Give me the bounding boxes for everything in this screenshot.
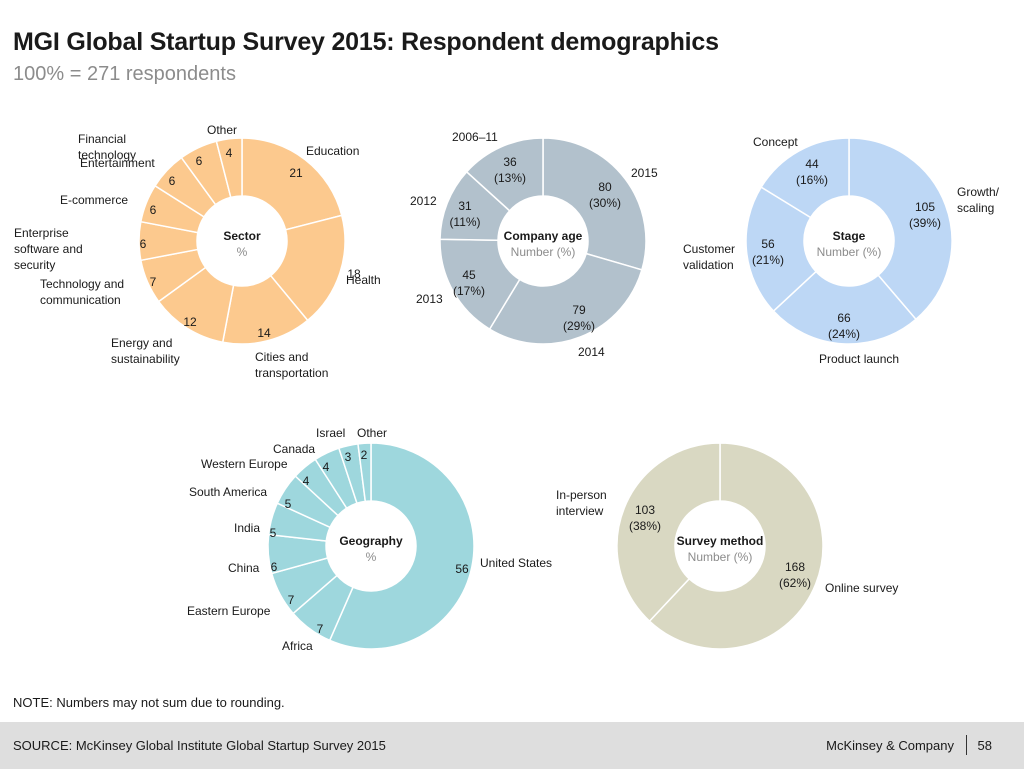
slice-other xyxy=(357,442,372,503)
chart-subtitle: % xyxy=(366,550,377,564)
footer-bar: SOURCE: McKinsey Global Institute Global… xyxy=(0,722,1024,769)
slice-label: Energy and sustainability xyxy=(111,336,180,366)
rounding-note: NOTE: Numbers may not sum due to roundin… xyxy=(13,695,285,710)
slice-value: 56 (21%) xyxy=(752,237,784,267)
slice-value: 14 xyxy=(257,326,271,340)
slice-value: 105 (39%) xyxy=(909,200,941,230)
donut-sector: Sector% 21 18 14 12 7 6 6 6 6 4 Education Health Citi… xyxy=(14,123,381,380)
slice-label: E-commerce xyxy=(60,193,128,207)
slice-label: 2013 xyxy=(416,292,443,306)
slice-label: Africa xyxy=(282,639,313,653)
slice-other xyxy=(215,137,243,199)
slice-value: 6 xyxy=(150,203,157,217)
page-number: 58 xyxy=(977,738,992,753)
page-subtitle: 100% = 271 respondents xyxy=(13,63,236,85)
slice-value: 7 xyxy=(317,622,324,636)
slice-value: 5 xyxy=(285,497,292,511)
chart-title: Stage xyxy=(833,229,866,243)
slice-label: 2006–11 xyxy=(452,130,498,144)
slice-label: Online survey xyxy=(825,581,898,595)
slice-label: Product launch xyxy=(819,352,899,366)
chart-title: Sector xyxy=(223,229,261,243)
slice-value: 103 (38%) xyxy=(629,503,661,533)
chart-subtitle: Number (%) xyxy=(688,550,753,564)
chart-title: Survey method xyxy=(677,534,764,548)
slice-value: 66 (24%) xyxy=(828,311,860,341)
donut-survey-method: Survey method Number (%) 168 (62%) 103 (38%) O… xyxy=(556,442,898,650)
source-text: SOURCE: McKinsey Global Institute Global… xyxy=(13,738,386,753)
slice-label: Education xyxy=(306,144,359,158)
donut-charts: Sector% 21 18 14 12 7 6 6 6 6 4 Education Health Citi… xyxy=(14,123,1000,653)
slice-label: Other xyxy=(357,426,387,440)
slice-value: 2 xyxy=(361,448,368,462)
slice-in-person-interview xyxy=(616,442,721,623)
slice-value: 56 xyxy=(455,562,469,576)
slice-value: 80 (30%) xyxy=(589,180,621,210)
slice-label: China xyxy=(228,561,260,575)
slice-value: 21 xyxy=(289,166,303,180)
slice-value: 168 (62%) xyxy=(779,560,811,590)
slice-value: 6 xyxy=(271,560,278,574)
slice-value: 5 xyxy=(270,526,277,540)
slice-label: In-person interview xyxy=(556,488,607,518)
slice-label: Concept xyxy=(753,135,798,149)
slice-value: 4 xyxy=(226,146,233,160)
donut-stage: Stage Number (%) 105 (39%) 66 (24%) 56 (21%) 44(… xyxy=(683,135,1000,366)
chart-title: Company age xyxy=(504,229,583,243)
slice-label: Health xyxy=(346,273,381,287)
slice-value: 44 (16%) xyxy=(796,157,828,187)
slice-label: Cities and transportation xyxy=(255,350,328,380)
slice-value: 3 xyxy=(345,450,352,464)
slice-label: 2012 xyxy=(410,194,437,208)
slice-value: 79 (29%) xyxy=(563,303,595,333)
slice-label: Entertainment xyxy=(80,156,155,170)
slice-value: 4 xyxy=(323,460,330,474)
chart-subtitle: Number (%) xyxy=(817,245,882,259)
slice-2015 xyxy=(542,137,647,271)
slice-value: 4 xyxy=(303,474,310,488)
slice-2006-11 xyxy=(465,137,544,212)
slice-label: Eastern Europe xyxy=(187,604,271,618)
slice-label: 2015 xyxy=(631,166,658,180)
slice-concept xyxy=(760,137,850,219)
slice-label: 2014 xyxy=(578,345,605,359)
slice-value: 31 (11%) xyxy=(449,199,480,229)
slice-label: Customer validation xyxy=(683,242,735,272)
slice-label: United States xyxy=(480,556,552,570)
slice-united-states xyxy=(328,442,475,650)
slice-label: Enterprise software and security xyxy=(14,226,83,272)
slice-value: 7 xyxy=(150,275,157,289)
slice-value: 12 xyxy=(183,315,197,329)
slice-customer-validation xyxy=(745,186,818,313)
slice-online-survey xyxy=(648,442,824,650)
slice-growth-scaling xyxy=(848,137,953,321)
slice-value: 6 xyxy=(196,154,203,168)
slice-value: 36 (13%) xyxy=(494,155,526,185)
donut-company-age: Company age Number (%) 80 (30%) 79 (29%) 45 (17… xyxy=(410,130,658,359)
chart-subtitle: Number (%) xyxy=(511,245,576,259)
slice-product-launch xyxy=(772,270,917,345)
slice-label: South America xyxy=(189,485,267,499)
chart-title: Geography xyxy=(339,534,403,548)
slice-value: 45 (17%) xyxy=(453,268,485,298)
slice-2014 xyxy=(488,252,643,345)
slice-label: Growth/scaling xyxy=(957,185,1000,215)
slice-label: Technology and communication xyxy=(40,277,124,307)
slice-label: Western Europe xyxy=(201,457,288,471)
slice-value: 18 xyxy=(347,267,361,281)
slice-value: 6 xyxy=(140,237,147,251)
brand-name: McKinsey & Company xyxy=(826,738,954,753)
slice-value: 7 xyxy=(288,593,295,607)
slice-education xyxy=(241,137,343,231)
slice-value: 6 xyxy=(169,174,176,188)
slice-label: Other xyxy=(207,123,237,137)
slice-label: Canada xyxy=(273,442,315,456)
footer-divider xyxy=(966,735,967,755)
slice-label: Financial technology xyxy=(78,132,136,162)
slice-label: India xyxy=(234,521,260,535)
slice-label: Israel xyxy=(316,426,345,440)
chart-subtitle: % xyxy=(237,245,248,259)
page-title: MGI Global Startup Survey 2015: Responde… xyxy=(13,28,719,56)
